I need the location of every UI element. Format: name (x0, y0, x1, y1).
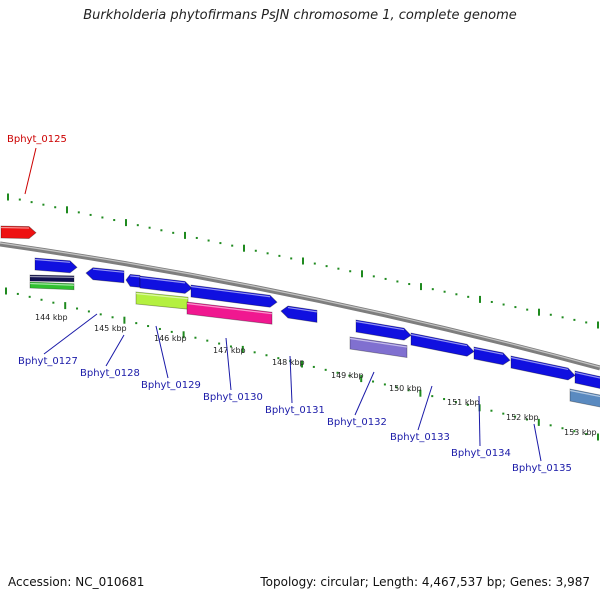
gene-label[interactable]: Bphyt_0129 (141, 380, 201, 391)
gene-feature-blue-highlight (473, 347, 504, 355)
topology-text: Topology: circular; Length: 4,467,537 bp… (260, 575, 590, 589)
inner-tick-row (5, 287, 599, 441)
tick-label: 149 kbp (331, 371, 364, 380)
tick-label: 145 kbp (94, 324, 127, 333)
leader-line (417, 385, 433, 431)
gene-feature-pink (186, 301, 273, 325)
gene-feature-blue (139, 275, 193, 294)
chromosome-backbone (0, 241, 600, 371)
gene-feature-blue (574, 370, 600, 389)
tick-label: 144 kbp (35, 313, 68, 322)
gene-label[interactable]: Bphyt_0131 (265, 405, 325, 416)
kbp-tick-labels: 144 kbp 145 kbp 146 kbp 147 kbp 148 kbp … (35, 313, 597, 437)
gene-feature-green-highlight (29, 282, 75, 286)
map-title: Burkholderia phytofirmans PsJN chromosom… (83, 8, 517, 23)
leader-line (155, 325, 169, 379)
accession-text: Accession: NC_010681 (8, 575, 145, 589)
leader-line (289, 355, 293, 404)
gene-feature-pink-highlight (186, 302, 273, 315)
chromosome-backbone-highlight (0, 242, 600, 368)
gene-feature-blue-highlight (410, 333, 468, 347)
gene-feature-blue (473, 346, 511, 366)
gene-feature-blue-highlight (34, 258, 71, 263)
gene-feature-navy-highlight (29, 275, 75, 278)
gene-feature-blue-highlight (190, 285, 271, 298)
gene-feature-blue-highlight (355, 320, 405, 331)
gene-feature-blue (510, 355, 576, 381)
tick-label: 153 kbp (564, 428, 597, 437)
gene-feature-blue-highlight (130, 275, 141, 278)
gene-feature-blue (125, 273, 141, 288)
outer-tick-row (7, 193, 599, 329)
gene-feature-steel (569, 388, 600, 408)
leader-line (354, 371, 375, 416)
gene-feature-blue (190, 284, 278, 308)
tick-label: 150 kbp (389, 384, 422, 393)
gene-feature-blue-highlight (139, 276, 186, 284)
gene-labels: Bphyt_0125 Bphyt_0127 Bphyt_0128 Bphyt_0… (7, 134, 572, 474)
gene-features (0, 225, 600, 408)
gene-label[interactable]: Bphyt_0134 (451, 448, 511, 459)
leader-line (533, 423, 542, 462)
gene-label[interactable]: Bphyt_0133 (390, 432, 450, 443)
gene-feature-blue-highlight (92, 268, 125, 273)
tick-label: 152 kbp (506, 413, 539, 422)
leader-line (24, 147, 37, 195)
tick-label: 148 kbp (272, 358, 305, 367)
gene-feature-blue (280, 305, 318, 323)
gene-feature-lavender (349, 336, 408, 359)
gene-label[interactable]: Bphyt_0127 (18, 356, 78, 367)
gene-feature-lime-highlight (135, 292, 189, 300)
leader-line (105, 334, 125, 367)
leader-line (478, 395, 481, 447)
tick-label: 147 kbp (213, 346, 246, 355)
gene-feature-blue (355, 319, 412, 341)
gene-feature-blue (410, 332, 475, 357)
gene-label[interactable]: Bphyt_0130 (203, 392, 263, 403)
gene-label[interactable]: Bphyt_0128 (80, 368, 140, 379)
leader-line (225, 337, 232, 391)
gene-feature-steel-highlight (569, 389, 600, 398)
tick-label: 151 kbp (447, 398, 480, 407)
gene-feature-blue-highlight (574, 371, 600, 379)
tick-label: 146 kbp (154, 334, 187, 343)
gene-label[interactable]: Bphyt_0132 (327, 417, 387, 428)
gene-feature-lavender-highlight (349, 337, 408, 348)
label-leader-lines (24, 147, 542, 462)
gene-feature-blue-highlight (510, 356, 569, 371)
leader-line (43, 313, 98, 355)
gene-label[interactable]: Bphyt_0135 (512, 463, 572, 474)
gene-feature-red (0, 225, 37, 239)
gene-feature-blue-highlight (287, 306, 318, 313)
gene-feature-red-highlight (0, 226, 30, 229)
gene-label[interactable]: Bphyt_0125 (7, 134, 67, 145)
